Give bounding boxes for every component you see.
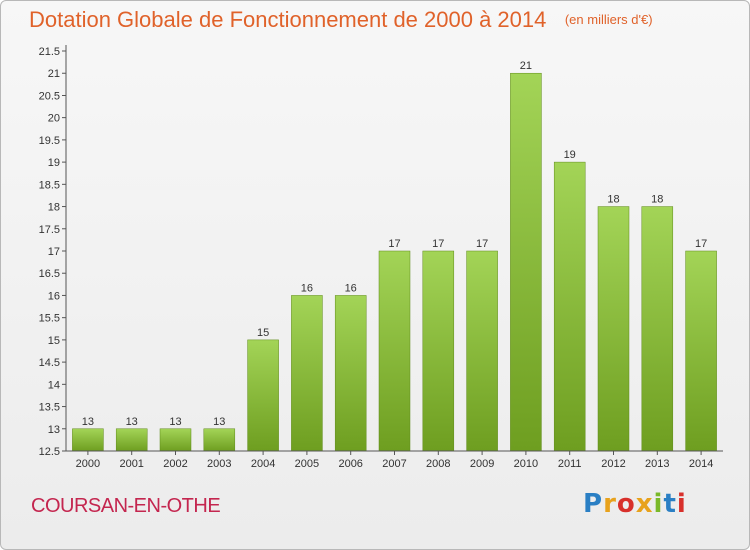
x-tick-label: 2011 [558, 458, 582, 470]
logo-letter: r [603, 489, 617, 519]
x-tick-label: 2005 [295, 458, 319, 470]
bar-2002 [159, 428, 192, 452]
bar-2011 [553, 161, 586, 452]
y-tick-label: 14 [48, 379, 60, 391]
x-tick-label: 2008 [426, 458, 450, 470]
y-tick-label: 12.5 [39, 446, 60, 458]
bars: 13 13 13 13 15 16 16 17 17 17 21 19 18 18 17 [72, 60, 717, 452]
y-axis: 12.5 13 13.5 14 14.5 15 15.5 16 16.5 17 17.5 18 18.5… [39, 45, 67, 458]
y-tick-label: 16.5 [39, 268, 60, 280]
bar-value-label: 17 [695, 238, 707, 250]
bar-2013 [641, 206, 674, 452]
bar-value-label: 21 [520, 60, 532, 72]
bar-value-label: 13 [82, 416, 94, 428]
bar-2001 [115, 428, 148, 452]
bar-2005 [291, 295, 323, 452]
bar-2010 [510, 72, 542, 452]
bar-value-label: 16 [301, 282, 313, 294]
y-tick-label: 16 [48, 290, 60, 302]
bar-value-label: 18 [651, 194, 663, 206]
y-tick-label: 14.5 [39, 357, 60, 369]
bar-value-label: 13 [126, 416, 138, 428]
logo-letter: i [676, 489, 687, 519]
logo-letter: i [653, 489, 664, 519]
x-tick-label: 2010 [514, 458, 538, 470]
x-tick-label: 2006 [338, 458, 362, 470]
x-tick-label: 2014 [689, 458, 713, 470]
bar-value-label: 13 [169, 416, 181, 428]
bar-value-label: 17 [388, 238, 400, 250]
bar-value-label: 17 [432, 238, 444, 250]
bar-value-label: 15 [257, 327, 269, 339]
y-tick-label: 18.5 [39, 179, 60, 191]
bar-value-label: 18 [607, 194, 619, 206]
bar-2009 [466, 250, 498, 452]
y-tick-label: 18 [48, 202, 60, 214]
bar-value-label: 13 [213, 416, 225, 428]
x-tick-label: 2013 [645, 458, 669, 470]
chart-title: Dotation Globale de Fonctionnement de 20… [29, 7, 547, 32]
bar-value-label: 16 [345, 282, 357, 294]
logo-letter: t [663, 489, 677, 519]
x-tick-label: 2004 [251, 458, 275, 470]
bar-2006 [334, 295, 367, 452]
x-axis: 2000 2001 2002 2003 2004 2005 2006 2007 2008 2009… [66, 450, 723, 470]
bar-2004 [247, 339, 279, 452]
commune-name: COURSAN-EN-OTHE [31, 495, 221, 517]
bar-2008 [422, 250, 455, 452]
y-tick-label: 13.5 [39, 402, 60, 414]
x-tick-label: 2003 [207, 458, 231, 470]
x-tick-label: 2000 [76, 458, 100, 470]
proxiti-logo[interactable]: Proxiti [583, 489, 687, 519]
bar-2014 [685, 250, 717, 452]
bar-2003 [203, 428, 236, 452]
bar-2007 [378, 250, 411, 452]
x-tick-label: 2001 [119, 458, 143, 470]
bar-value-label: 17 [476, 238, 488, 250]
y-tick-label: 21 [48, 68, 60, 80]
y-tick-label: 15.5 [39, 313, 60, 325]
y-tick-label: 21.5 [39, 46, 60, 58]
x-tick-label: 2012 [601, 458, 625, 470]
bar-value-label: 19 [564, 149, 576, 161]
bar-2012 [597, 206, 630, 452]
logo-letter: x [635, 489, 654, 519]
y-tick-label: 20 [48, 113, 60, 125]
y-tick-label: 19 [48, 157, 60, 169]
y-tick-label: 19.5 [39, 135, 60, 147]
y-tick-label: 13 [48, 424, 60, 436]
bar-2000 [72, 428, 104, 452]
logo-letter: o [616, 489, 636, 519]
y-tick-label: 20.5 [39, 90, 60, 102]
x-tick-label: 2002 [163, 458, 187, 470]
chart-subtitle: (en milliers d'€) [564, 12, 653, 27]
y-tick-label: 17.5 [39, 224, 60, 236]
chart-title-block: Dotation Globale de Fonctionnement de 20… [29, 7, 653, 33]
x-tick-label: 2007 [382, 458, 406, 470]
y-tick-label: 17 [48, 246, 60, 258]
y-tick-label: 15 [48, 335, 60, 347]
logo-letter: P [583, 489, 604, 519]
x-tick-label: 2009 [470, 458, 494, 470]
